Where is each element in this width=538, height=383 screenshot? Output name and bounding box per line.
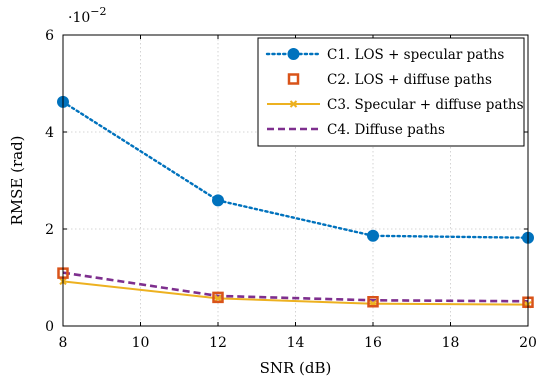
series-3: [59, 277, 532, 309]
series-1-point: [212, 194, 224, 207]
series-3-point-stroke: [214, 294, 222, 303]
legend-marker-3-stroke: [289, 100, 298, 108]
y-tick-label: 6: [45, 28, 54, 44]
legend: C1. LOS + specular paths C2. LOS + diffus…: [257, 37, 525, 147]
x-tick-label: 20: [519, 335, 537, 351]
x-tick-label: 16: [364, 335, 382, 351]
x-tick-label: 8: [59, 335, 68, 351]
series-1-point: [367, 229, 379, 242]
ticks: 8 10 12 14 16 18 20 0 2 4 6: [45, 28, 537, 351]
series-4-line: [62, 271, 529, 303]
series-1-line: [61, 100, 530, 239]
exponent-base: ·10: [68, 10, 90, 26]
y-axis-label: RMSE (rad): [8, 135, 26, 225]
series-2-point: [367, 296, 379, 308]
x-tick-label: 18: [442, 335, 460, 351]
series-2-point: [212, 291, 224, 304]
x-tick-label: 10: [132, 335, 150, 351]
legend-label-4: C4. Diffuse paths: [327, 122, 445, 138]
series-3-point: [214, 294, 222, 303]
series-layer: [57, 95, 534, 309]
y-tick-label: 0: [45, 319, 54, 335]
legend-label-3: C3. Specular + diffuse paths: [327, 97, 524, 113]
y-tick-label: 4: [45, 125, 54, 141]
series-4: [62, 271, 529, 303]
y-axis-exponent-label: ·10−2: [68, 5, 106, 26]
legend-marker-2: [287, 73, 300, 85]
series-3-line: [62, 280, 529, 306]
legend-label-1: C1. LOS + specular paths: [327, 47, 504, 63]
x-tick-label: 14: [287, 335, 305, 351]
y-tick-label: 2: [45, 222, 54, 238]
x-axis-label: SNR (dB): [260, 359, 332, 377]
legend-marker-1: [287, 48, 300, 60]
x-tick-label: 12: [209, 335, 227, 351]
exponent-power: −2: [90, 5, 106, 18]
legend-marker-3: [289, 100, 298, 108]
legend-label-2: C2. LOS + diffuse paths: [327, 72, 492, 88]
